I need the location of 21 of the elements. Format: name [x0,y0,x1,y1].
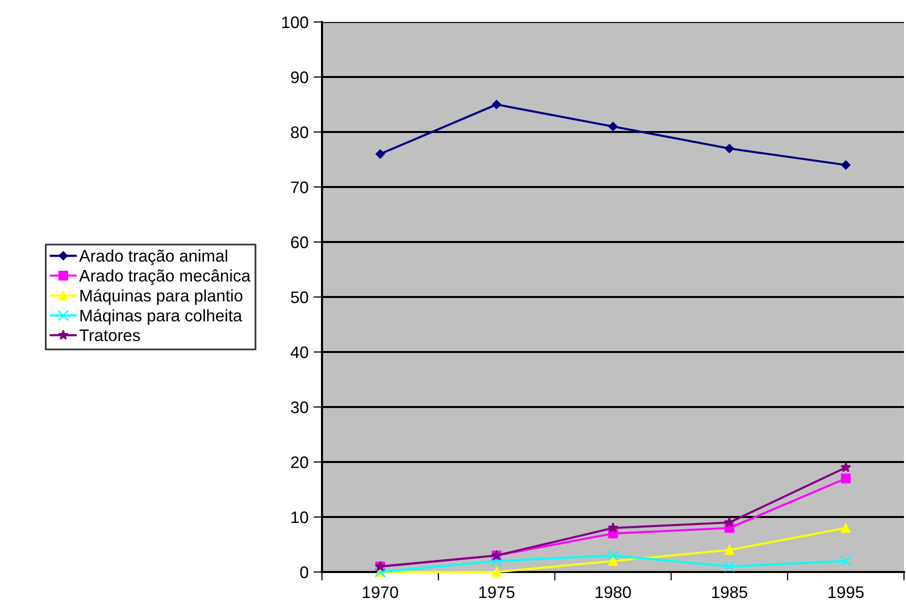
legend-label: Tratores [79,330,140,342]
y-tick-label: 70 [291,181,308,194]
y-tick-label: 30 [290,401,308,414]
x-tick-label: 1995 [828,586,864,598]
legend-label: Máqinas para colheita [80,309,242,325]
y-tick-label: 20 [291,456,308,468]
x-tick-label: 1980 [596,586,631,598]
y-tick-label: 90 [291,71,308,84]
y-tick-label: 60 [291,236,308,248]
legend-label: Arado tração animal [79,250,228,266]
y-tick-label: 50 [290,291,308,304]
legend-label: Máquinas para plantio [80,289,242,305]
y-tick-label: 80 [290,126,308,138]
y-tick-label: 10 [292,511,308,524]
legend-label: Arado tração mecânica [79,269,250,285]
y-tick-label: 100 [282,16,308,28]
x-tick-label: 1970 [362,586,398,598]
y-tick-label: 0 [300,566,308,578]
x-tick-label: 1975 [479,586,514,598]
y-tick-label: 40 [290,346,308,358]
x-tick-label: 1985 [712,586,748,598]
